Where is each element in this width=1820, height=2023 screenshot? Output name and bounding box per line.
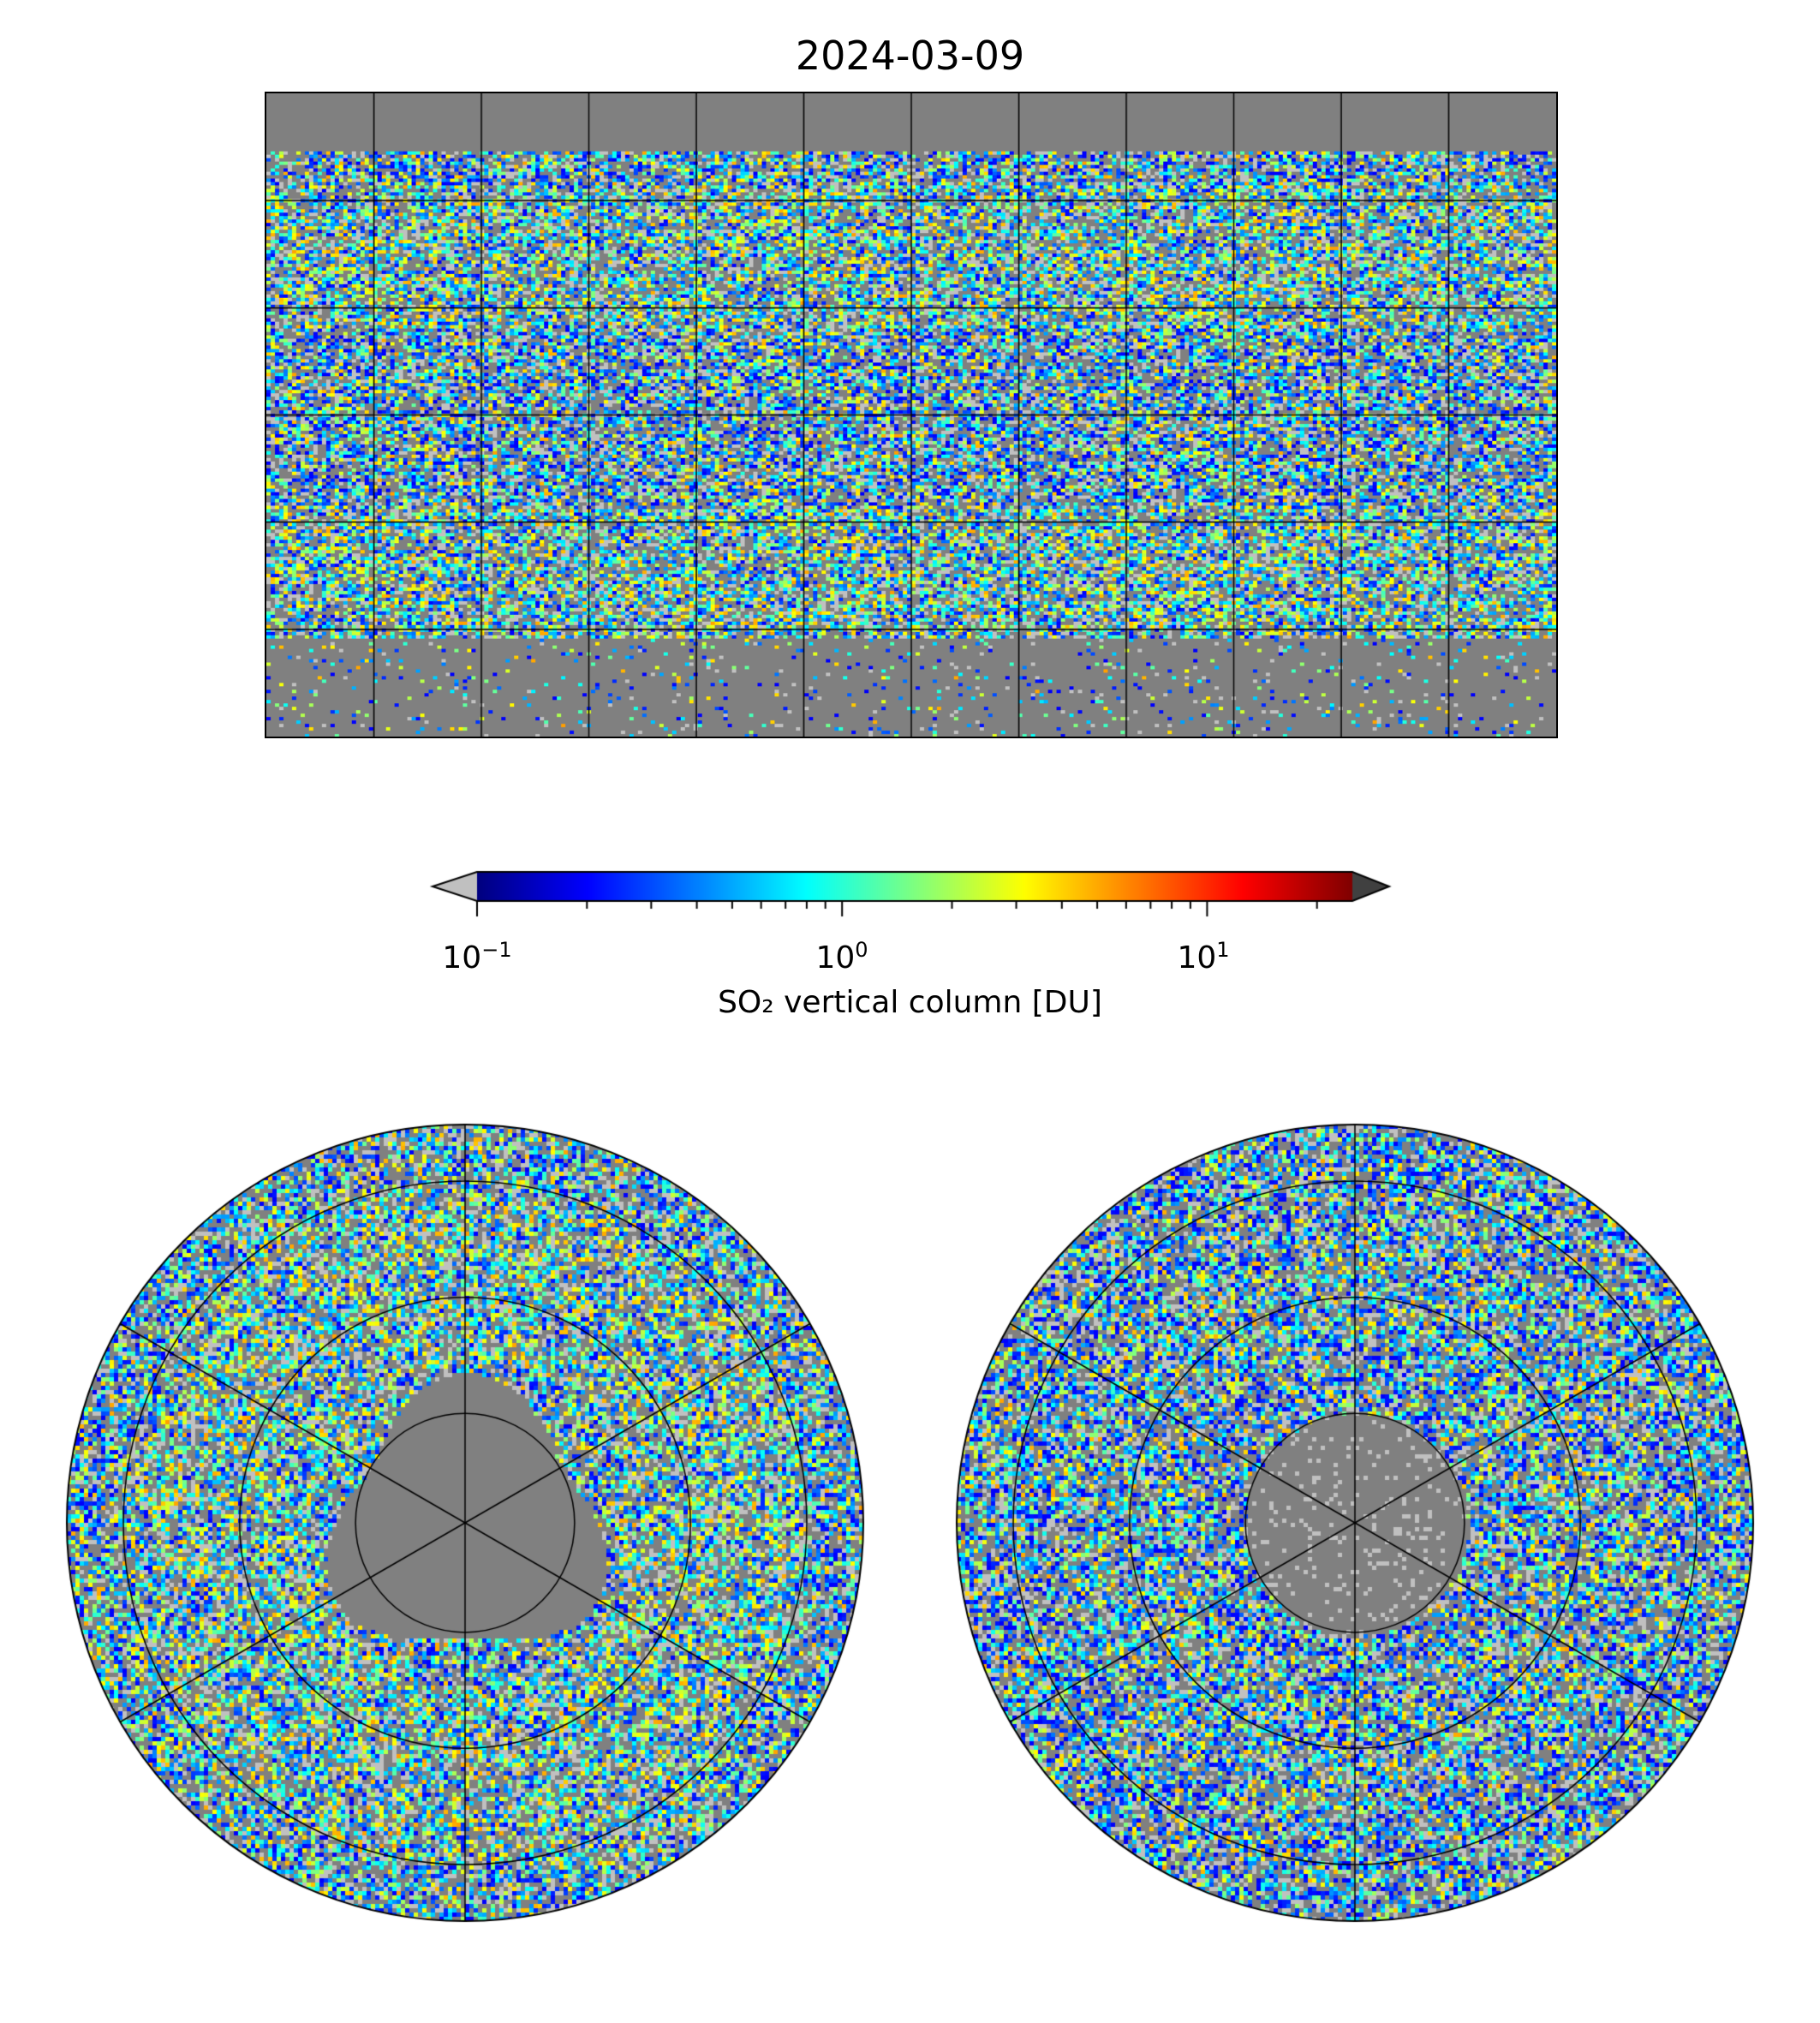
colorbar-tick-label: 100 [815, 938, 868, 976]
chart-title: 2024-03-09 [795, 33, 1025, 79]
north-polar-map [63, 1120, 868, 1925]
colorbar-tick-label: 10−1 [442, 938, 512, 976]
colorbar [428, 869, 1396, 929]
colorbar-tick-label: 101 [1177, 938, 1230, 976]
global-map-heatmap [265, 92, 1558, 738]
colorbar-label: SO₂ vertical column [DU] [718, 985, 1102, 1020]
south-polar-map [952, 1120, 1757, 1925]
